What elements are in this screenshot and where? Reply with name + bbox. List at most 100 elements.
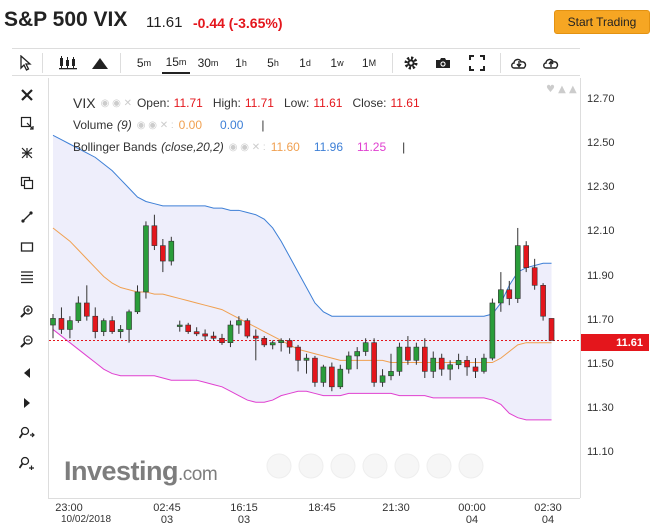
candle-body — [506, 289, 513, 299]
legend-bb-lower: 11.25 — [357, 140, 387, 154]
fullscreen-icon[interactable] — [466, 52, 488, 74]
candle-body — [514, 245, 521, 299]
candle-body — [447, 364, 453, 370]
candle-body — [379, 375, 386, 383]
zoom-out-icon[interactable] — [16, 330, 38, 352]
bollinger-lower-line — [52, 329, 552, 421]
navigator-button — [362, 453, 388, 479]
candlestick-icon[interactable] — [56, 52, 80, 74]
gear-icon[interactable] — [400, 52, 422, 74]
fibonacci-icon[interactable] — [16, 266, 38, 288]
y-tick-label: 11.30 — [587, 401, 614, 414]
candle-body — [100, 320, 107, 332]
x-tick-label: 02:30 04 — [534, 502, 562, 526]
navigator-button — [394, 453, 420, 479]
legend-close: 11.61 — [390, 96, 420, 110]
time-axis[interactable]: 23:00 10/02/2018 02:45 03 16:15 03 18:45 21:30 0… — [48, 498, 580, 528]
candle-body — [109, 320, 115, 332]
legend-volume: Volume (9) ◉ ◉ ✕ : 0.00 0.00 | — [73, 118, 265, 132]
mountain-icon[interactable] — [88, 52, 112, 74]
scroll-left-icon[interactable] — [16, 362, 38, 384]
candle-body — [354, 351, 361, 357]
pan-icon[interactable] — [16, 422, 38, 444]
legend-bb-param: (close,20,2) — [161, 140, 224, 154]
candle-body — [421, 346, 428, 372]
candle-body — [151, 225, 158, 246]
candle-body — [498, 289, 504, 304]
candle-body — [219, 337, 225, 343]
candle-body — [210, 335, 217, 339]
candle-body — [185, 324, 191, 332]
y-tick-label: 12.50 — [587, 137, 615, 150]
legend-low: 11.61 — [313, 96, 343, 110]
candle-body — [312, 357, 318, 383]
reset-icon[interactable] — [16, 452, 38, 474]
candle-body — [481, 357, 487, 372]
price-axis[interactable]: 12.70 12.50 12.30 12.10 11.90 11.70 11.50 11.30… — [580, 78, 652, 498]
bollinger-band-fill — [53, 135, 552, 420]
legend-visibility-icons[interactable]: ◉ ◉ ✕ — [100, 97, 132, 109]
rectangle-icon[interactable] — [16, 236, 38, 258]
delete-drawings-icon[interactable] — [16, 142, 38, 164]
candle-body — [244, 320, 251, 337]
candle-body — [320, 366, 327, 383]
investing-logo: Investing.com — [64, 456, 218, 486]
scroll-right-icon[interactable] — [16, 392, 38, 414]
legend-bollinger: Bollinger Bands (close,20,2) ◉ ◉ ✕ : 11.… — [73, 140, 406, 154]
candle-body — [413, 346, 420, 361]
candle-body — [58, 318, 65, 330]
candle-body — [531, 267, 538, 286]
clone-icon[interactable] — [16, 172, 38, 194]
candle-body — [160, 245, 166, 262]
candle-body — [227, 324, 234, 343]
candle-body — [548, 318, 555, 341]
candle-body — [362, 342, 369, 352]
legend-bb-label: Bollinger Bands — [73, 140, 158, 154]
close-icon[interactable] — [16, 84, 38, 106]
interval-30m[interactable]: 30 m — [197, 56, 219, 70]
chart-area[interactable]: ♥ ▲ ▲ VIX ◉ ◉ ✕ Open: 11.71 High: 11.71 … — [48, 78, 581, 498]
current-price: 11.61 — [146, 14, 183, 31]
zoom-in-icon[interactable] — [16, 300, 38, 322]
interval-15m[interactable]: 15 m — [162, 52, 190, 74]
upload-icon[interactable] — [540, 52, 562, 74]
candle-body — [371, 342, 377, 383]
legend-bb-controls[interactable]: ◉ ◉ ✕ : — [228, 141, 266, 153]
camera-icon[interactable] — [432, 52, 454, 74]
legend-volume-controls[interactable]: ◉ ◉ ✕ : — [136, 119, 174, 131]
trendline-icon[interactable] — [16, 206, 38, 228]
legend-volume-label: Volume — [73, 118, 114, 132]
candle-body — [345, 355, 352, 370]
navigator-button — [330, 453, 356, 479]
candle-body — [388, 371, 394, 377]
candle-body — [117, 329, 124, 332]
candle-body — [92, 315, 99, 332]
candle-body — [303, 357, 310, 361]
x-tick-label: 00:00 04 — [458, 502, 486, 526]
legend-volume-param: (9) — [117, 118, 132, 132]
page-title: S&P 500 VIX — [4, 8, 128, 31]
legend-open-label: Open: — [136, 96, 170, 110]
x-tick-label: 23:00 10/02/2018 — [55, 502, 112, 525]
navigator-button — [458, 453, 484, 479]
legend-high: 11.71 — [244, 96, 274, 110]
candle-body — [295, 346, 301, 361]
candle-body — [83, 302, 90, 317]
cursor-icon[interactable] — [16, 52, 36, 74]
y-tick-label: 12.30 — [587, 181, 615, 194]
candle-body — [329, 366, 335, 388]
candle-body — [134, 291, 141, 313]
price-chart[interactable]: ♥ ▲ ▲ — [49, 78, 581, 498]
start-trading-button[interactable]: Start Trading — [554, 10, 650, 34]
candle-body — [75, 302, 82, 321]
crosshair-icon[interactable] — [16, 112, 38, 134]
candle-body — [236, 320, 242, 326]
y-tick-label: 12.10 — [587, 225, 615, 238]
download-icon[interactable] — [508, 52, 530, 74]
